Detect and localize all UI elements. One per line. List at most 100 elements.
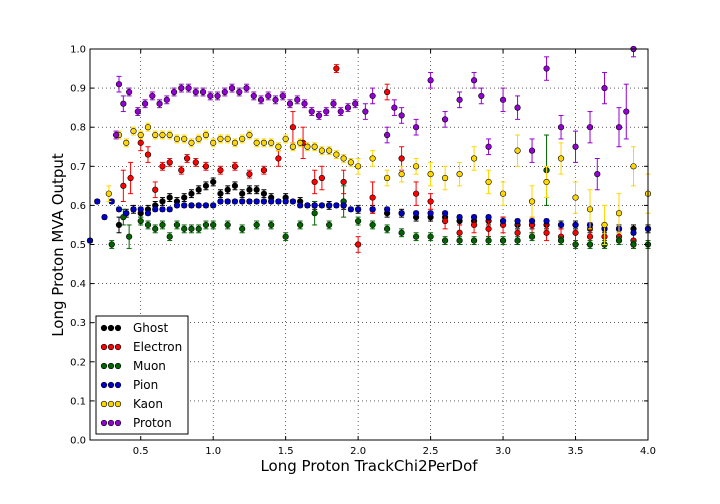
data-point [499,217,507,225]
data-point [304,143,311,150]
data-point [272,96,279,103]
data-point [224,135,231,143]
data-point [260,139,268,146]
data-point [289,124,297,131]
data-point [260,198,268,205]
data-point [304,202,311,209]
data-point [210,202,217,209]
x-tick-label: 0.5 [133,446,149,457]
data-point [275,198,282,205]
data-point [398,229,405,236]
data-point [499,237,507,244]
data-point [572,221,579,229]
data-point [188,139,195,146]
data-point [543,178,550,186]
data-point [268,139,275,146]
data-point [260,167,268,174]
data-point [166,206,173,213]
series-pion [86,198,652,244]
data-point [398,171,405,178]
data-point [289,198,297,205]
data-point [384,88,391,96]
data-point [441,210,449,217]
data-point [499,96,507,103]
data-point [601,221,608,229]
data-point [326,202,333,209]
data-point [159,198,166,205]
data-point [441,116,449,123]
data-point [369,155,376,162]
data-point [178,167,185,174]
legend-marker [100,324,108,332]
data-point [630,241,637,248]
data-point [586,124,594,131]
data-point [202,182,210,189]
data-point [231,139,239,146]
legend-entry-kaon: Kaon [100,397,163,411]
data-point [202,163,210,170]
data-point [456,171,463,178]
data-point [202,202,210,209]
data-point [228,84,236,92]
data-point [282,135,289,143]
data-point [257,96,265,103]
data-point [224,221,231,229]
data-point [330,100,337,107]
data-point [294,96,301,103]
data-point [413,233,420,240]
data-point [134,108,141,115]
legend-marker [100,419,108,427]
data-point [326,147,333,154]
data-point [130,206,137,213]
y-tick-label: 0.0 [70,436,86,447]
data-point [413,210,420,217]
data-point [123,139,130,146]
data-point [485,214,492,221]
legend-entry-pion: Pion [100,378,158,392]
data-point [543,65,550,72]
x-tick-label: 2.5 [423,446,439,457]
data-point [163,96,170,103]
data-point [239,225,246,232]
data-point [311,178,318,186]
data-point [297,139,304,146]
data-point [630,163,637,170]
data-point [308,108,315,115]
data-point [586,241,594,248]
data-point [470,155,478,162]
data-point [217,198,224,205]
legend-marker [114,381,122,389]
data-point [441,217,449,225]
y-tick-label: 0.9 [70,84,86,95]
data-point [615,210,623,217]
x-tick-label: 1.5 [278,446,294,457]
data-point [159,221,166,229]
data-point [178,84,185,92]
data-point [333,151,340,158]
legend-entry-ghost: Ghost [100,321,168,335]
data-point [391,104,398,111]
data-point [369,194,376,201]
data-point [268,221,275,229]
data-point [572,229,579,236]
y-tick-label: 1.0 [70,45,86,56]
data-point [470,221,478,229]
legend-marker [100,381,108,389]
data-point [137,217,144,225]
data-point [514,147,521,154]
data-point [427,171,434,178]
data-point [413,190,420,197]
y-axis-label: Long Proton MVA Output [49,153,67,337]
data-point [369,206,376,213]
data-point [318,174,325,182]
data-point [323,108,330,115]
data-point [253,139,260,146]
data-point [181,225,188,232]
legend-label: Kaon [133,397,163,411]
data-point [188,202,195,209]
data-point [127,174,134,182]
data-point [192,159,199,166]
data-point [340,155,347,162]
data-point [173,221,181,229]
data-point [156,100,163,107]
